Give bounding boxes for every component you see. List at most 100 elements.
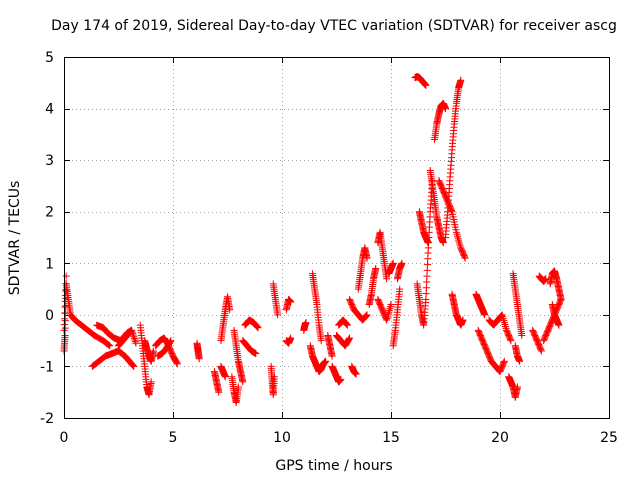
data-point — [287, 334, 295, 342]
data-point — [518, 331, 526, 339]
data-point — [557, 295, 565, 303]
data-point — [129, 330, 137, 338]
data-point — [396, 285, 404, 293]
y-tick-label: 3 — [45, 153, 54, 169]
data-point — [439, 239, 447, 247]
series-arc-11 — [210, 368, 223, 396]
data-point — [128, 326, 136, 334]
data-point — [130, 333, 138, 341]
series-arc-24 — [309, 270, 325, 345]
data-point — [62, 287, 70, 295]
data-point — [274, 311, 282, 319]
data-point — [61, 324, 69, 332]
y-tick-label: 0 — [45, 308, 54, 324]
y-tick-label: 1 — [45, 256, 54, 272]
data-point — [507, 337, 515, 345]
data-point — [500, 359, 508, 367]
data-point — [506, 335, 514, 343]
data-point — [129, 331, 137, 339]
series-arc-09 — [154, 337, 175, 360]
series-arc-41 — [426, 166, 447, 247]
series-arc-35 — [385, 259, 397, 278]
data-point — [131, 338, 139, 346]
data-point — [363, 254, 371, 262]
data-point — [454, 234, 462, 242]
data-point — [352, 370, 360, 378]
series-arc-50 — [509, 270, 526, 339]
x-tick-label: 20 — [491, 430, 509, 446]
series-arc-30 — [346, 295, 371, 324]
data-point — [455, 238, 463, 246]
series-arc-15 — [230, 326, 247, 386]
data-point — [129, 362, 137, 370]
series-arc-42 — [431, 99, 449, 144]
data-point — [61, 317, 69, 325]
data-point — [343, 321, 351, 329]
series-arc-13 — [217, 362, 229, 381]
data-point — [387, 301, 395, 309]
series-arc-17 — [241, 316, 262, 332]
data-point — [455, 236, 463, 244]
series-arc-49 — [505, 373, 521, 401]
data-point — [104, 341, 112, 349]
series-arc-52 — [529, 326, 545, 355]
data-point — [456, 240, 464, 248]
data-point — [386, 302, 394, 310]
series-arc-22 — [300, 319, 310, 334]
series-arc-16 — [239, 337, 260, 358]
x-tick-label: 15 — [382, 430, 400, 446]
data-point — [453, 230, 461, 238]
data-point — [195, 355, 203, 363]
series-arc-25 — [324, 331, 336, 360]
data-point — [173, 359, 181, 367]
data-point — [362, 312, 370, 320]
series-arc-14 — [228, 373, 242, 407]
data-point — [226, 306, 234, 314]
data-point — [254, 324, 262, 332]
data-point — [287, 298, 295, 306]
data-point — [383, 275, 391, 283]
data-point — [215, 388, 223, 396]
data-point — [234, 383, 242, 391]
data-point — [500, 357, 508, 365]
series-arc-34 — [374, 295, 395, 324]
x-axis-label: GPS time / hours — [275, 458, 392, 474]
x-tick-label: 5 — [169, 430, 178, 446]
data-point — [461, 253, 469, 261]
data-point — [62, 302, 70, 310]
x-tick-label: 10 — [273, 430, 291, 446]
data-point — [128, 328, 136, 336]
series-arc-12 — [217, 293, 234, 345]
data-point — [167, 337, 175, 345]
data-point — [61, 331, 69, 339]
series-arc-23 — [306, 342, 330, 376]
series-arc-05 — [115, 326, 140, 350]
series-arc-07 — [141, 337, 157, 365]
data-point — [147, 378, 155, 386]
series-arc-33 — [374, 228, 391, 283]
data-point — [342, 320, 350, 328]
data-point — [537, 346, 545, 354]
data-point — [398, 259, 406, 267]
data-point — [131, 336, 139, 344]
data-point — [62, 294, 70, 302]
data-point — [322, 357, 330, 365]
data-point — [173, 360, 181, 368]
data-point — [422, 81, 430, 89]
data-point — [363, 311, 371, 319]
data-point — [362, 312, 370, 320]
data-point — [453, 232, 461, 240]
series-arc-46 — [472, 290, 489, 319]
series-arc-55 — [546, 267, 565, 303]
series-arc-31 — [354, 244, 371, 293]
series-arc-56 — [548, 301, 563, 329]
data-point — [513, 383, 521, 391]
series-arc-06 — [136, 321, 155, 399]
data-point — [270, 373, 278, 381]
data-point — [252, 350, 260, 358]
data-point — [516, 357, 524, 365]
data-point — [442, 105, 449, 113]
series-arc-04 — [93, 321, 136, 345]
series-arc-48 — [485, 311, 515, 345]
